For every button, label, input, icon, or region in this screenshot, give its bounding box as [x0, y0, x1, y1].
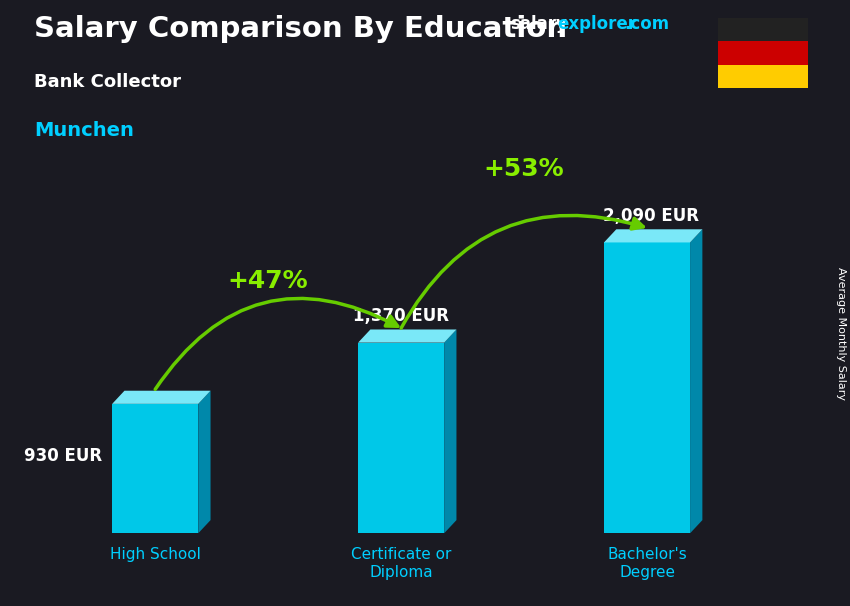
Polygon shape: [604, 229, 702, 242]
Text: 1,370 EUR: 1,370 EUR: [353, 307, 449, 325]
Text: Average Monthly Salary: Average Monthly Salary: [836, 267, 846, 400]
Bar: [718, 65, 808, 88]
Text: .com: .com: [625, 15, 670, 33]
Text: 930 EUR: 930 EUR: [24, 447, 102, 465]
Bar: [718, 41, 808, 65]
Polygon shape: [690, 229, 702, 533]
Text: Salary Comparison By Education: Salary Comparison By Education: [34, 15, 567, 43]
Text: 2,090 EUR: 2,090 EUR: [604, 207, 700, 225]
Bar: [604, 242, 690, 533]
Polygon shape: [112, 391, 211, 404]
Text: explorer: explorer: [557, 15, 636, 33]
Text: salary: salary: [510, 15, 567, 33]
Text: Bank Collector: Bank Collector: [34, 73, 181, 91]
Bar: [718, 18, 808, 41]
Polygon shape: [198, 391, 211, 533]
Text: +47%: +47%: [228, 269, 309, 293]
Text: Munchen: Munchen: [34, 121, 133, 140]
Bar: [358, 342, 445, 533]
Bar: [112, 404, 198, 533]
Text: +53%: +53%: [484, 158, 564, 181]
Polygon shape: [445, 330, 456, 533]
Polygon shape: [358, 330, 456, 342]
